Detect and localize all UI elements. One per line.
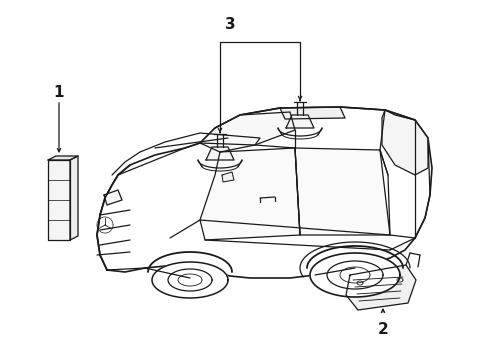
Text: 1: 1 — [54, 85, 64, 99]
Polygon shape — [48, 160, 70, 240]
Polygon shape — [309, 253, 399, 297]
Polygon shape — [381, 110, 427, 175]
Polygon shape — [70, 156, 78, 240]
Polygon shape — [326, 261, 382, 289]
Polygon shape — [200, 148, 299, 240]
Polygon shape — [294, 148, 389, 235]
Polygon shape — [346, 265, 415, 310]
Polygon shape — [97, 107, 431, 278]
Polygon shape — [205, 147, 234, 160]
Polygon shape — [280, 107, 345, 119]
Text: 2: 2 — [377, 323, 387, 338]
Text: 3: 3 — [224, 17, 235, 32]
Polygon shape — [168, 269, 212, 291]
Polygon shape — [104, 190, 122, 205]
Polygon shape — [200, 112, 294, 152]
Polygon shape — [222, 172, 234, 182]
Polygon shape — [152, 262, 227, 298]
Polygon shape — [48, 156, 78, 160]
Polygon shape — [285, 115, 313, 128]
